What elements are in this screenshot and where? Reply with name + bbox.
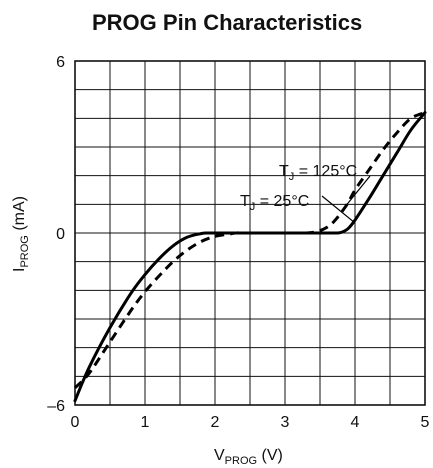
y-axis-label: IPROG (mA) xyxy=(11,196,31,272)
x-axis-label: VPROG (V) xyxy=(214,447,283,467)
annotation-leader-line xyxy=(321,195,354,223)
series-line-dashed xyxy=(73,111,426,389)
x-tick-label: 5 xyxy=(421,414,430,431)
y-axis-label-sub: PROG xyxy=(19,235,31,267)
annotation-label: TJ = 125°C xyxy=(279,163,357,183)
x-tick-label: 4 xyxy=(351,414,360,431)
y-axis-label-main: I xyxy=(11,268,28,272)
x-tick-label: 2 xyxy=(211,414,220,431)
x-axis-label-main: V xyxy=(214,447,225,464)
chart-title: PROG Pin Characteristics xyxy=(92,10,362,35)
x-axis-label-sub: PROG xyxy=(225,455,257,467)
x-axis-label-unit: (V) xyxy=(257,447,283,464)
x-tick-label: 0 xyxy=(71,414,80,431)
x-tick-label: 3 xyxy=(281,414,290,431)
plot-frame xyxy=(74,60,426,406)
x-tick-label: 1 xyxy=(141,414,150,431)
y-tick-label: –6 xyxy=(47,398,65,415)
tick-labels: 0 1 2 3 4 5 6 0 –6 xyxy=(47,54,429,431)
y-tick-label: 6 xyxy=(56,54,65,71)
series-lines xyxy=(73,111,427,403)
y-tick-label: 0 xyxy=(56,226,65,243)
annotation-leader-line xyxy=(346,175,371,206)
annotation-label: TJ = 25°C xyxy=(240,193,309,213)
annotations: TJ = 125°C TJ = 25°C xyxy=(240,163,371,223)
y-axis-label-unit: (mA) xyxy=(11,196,28,235)
